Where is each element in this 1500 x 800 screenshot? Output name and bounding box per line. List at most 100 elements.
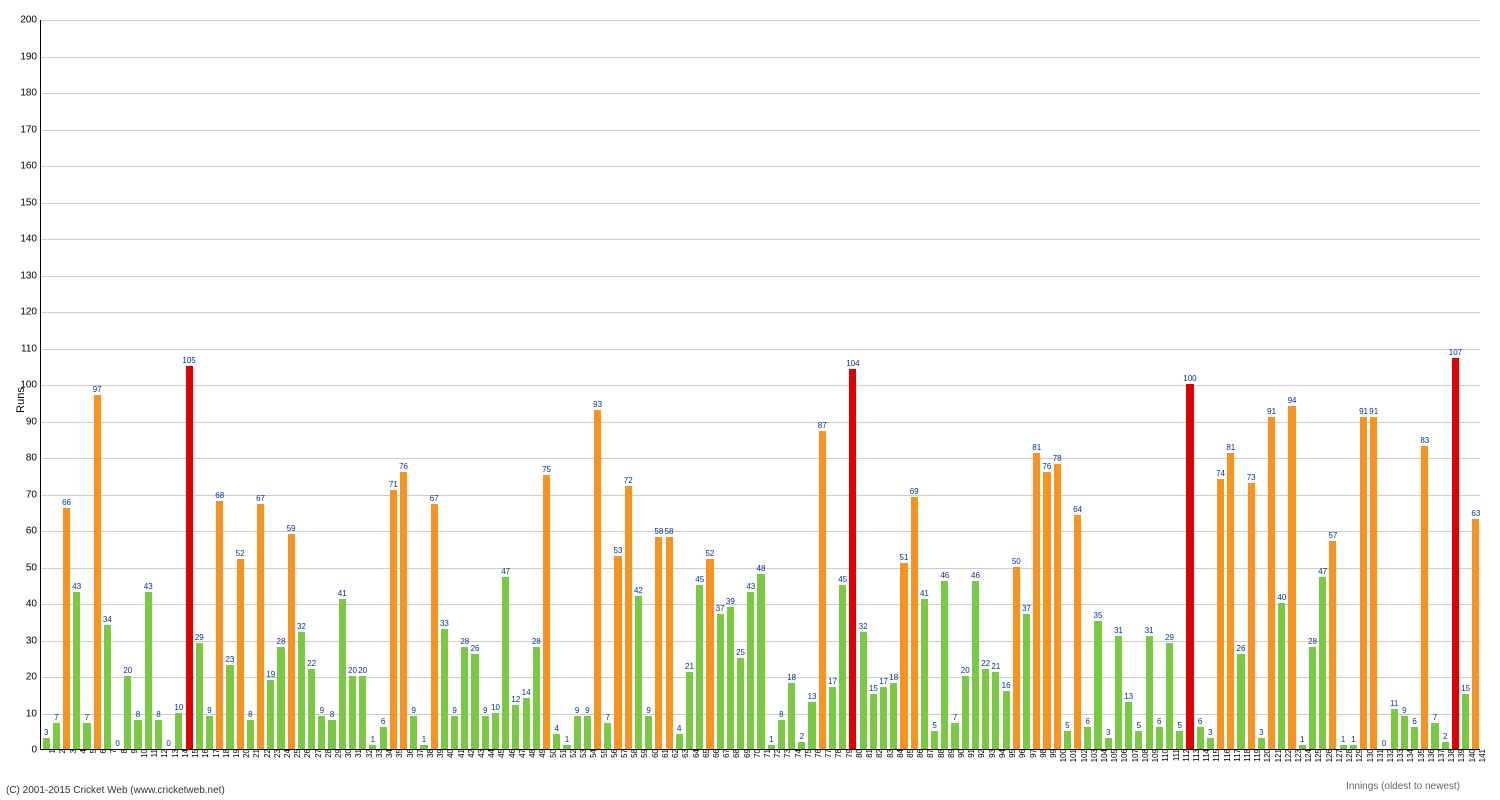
bar-value-label: 9 [320, 706, 324, 715]
x-tick-label: 141 [1476, 749, 1487, 762]
bar-value-label: 3 [1259, 728, 1263, 737]
bar-value-label: 21 [685, 662, 694, 671]
bar-value-label: 50 [1012, 557, 1021, 566]
bar: 50 [1013, 567, 1020, 750]
bar-value-label: 17 [879, 677, 888, 686]
bar-value-label: 83 [1420, 436, 1429, 445]
bar-value-label: 35 [1094, 611, 1103, 620]
bar-value-label: 71 [389, 480, 398, 489]
bar: 39 [727, 607, 734, 749]
y-tick-label: 150 [20, 197, 41, 208]
bar: 43 [747, 592, 754, 749]
x-tick-label: 101 [1067, 749, 1078, 762]
bar: 59 [288, 534, 295, 749]
y-tick-label: 10 [26, 708, 41, 719]
bar-value-label: 11 [1390, 699, 1398, 708]
bar-value-label: 7 [953, 713, 957, 722]
bar-value-label: 22 [981, 659, 990, 668]
bar-value-label: 72 [624, 476, 633, 485]
bar-value-label: 28 [532, 637, 541, 646]
bar: 69 [911, 497, 918, 749]
x-tick-label: 87 [924, 749, 935, 758]
gridline [41, 349, 1480, 350]
bar: 10 [492, 713, 499, 750]
bar-value-label: 5 [1137, 721, 1141, 730]
x-tick-label: 83 [884, 749, 895, 758]
bar: 37 [717, 614, 724, 749]
y-tick-label: 140 [20, 234, 41, 245]
bar: 23 [226, 665, 233, 749]
bar-value-label: 7 [1433, 713, 1437, 722]
bar: 6 [1084, 727, 1091, 749]
x-tick-label: 120 [1261, 749, 1272, 762]
x-tick-label: 60 [649, 749, 660, 758]
bar: 41 [339, 599, 346, 749]
bar-value-label: 81 [1226, 443, 1235, 452]
bar: 83 [1421, 446, 1428, 749]
bar-value-label: 47 [1318, 567, 1327, 576]
y-tick-label: 60 [26, 526, 41, 537]
bar: 2 [1442, 742, 1449, 749]
x-tick-label: 74 [792, 749, 803, 758]
bar-value-label: 26 [1237, 644, 1246, 653]
x-tick-label: 134 [1404, 749, 1415, 762]
bar: 20 [359, 676, 366, 749]
bar-value-label: 63 [1471, 509, 1480, 518]
bar: 28 [461, 647, 468, 749]
bar: 81 [1033, 453, 1040, 749]
bar: 47 [1319, 577, 1326, 749]
bar-value-label: 16 [1002, 681, 1011, 690]
bar-value-label: 39 [726, 597, 735, 606]
bar: 43 [145, 592, 152, 749]
bar: 7 [1431, 723, 1438, 749]
bar: 64 [1074, 515, 1081, 749]
bar-value-label: 3 [44, 728, 48, 737]
bar: 8 [247, 720, 254, 749]
bar-value-label: 59 [287, 524, 296, 533]
bar: 78 [1054, 464, 1061, 749]
x-tick-label: 135 [1415, 749, 1426, 762]
bar-value-label: 10 [174, 703, 183, 712]
bar: 9 [482, 716, 489, 749]
bar: 20 [962, 676, 969, 749]
bar-value-label: 29 [195, 633, 204, 642]
bar: 9 [206, 716, 213, 749]
bar-value-label: 5 [932, 721, 936, 730]
plot-area: 0102030405060708090100110120130140150160… [40, 20, 1480, 750]
bar: 4 [676, 734, 683, 749]
x-tick-label: 2 [56, 749, 67, 753]
bar-value-label: 94 [1288, 396, 1297, 405]
bar-value-label: 9 [575, 706, 579, 715]
y-tick-label: 170 [20, 124, 41, 135]
bar-value-label: 73 [1247, 473, 1256, 482]
bar-value-label: 9 [1402, 706, 1406, 715]
bar: 6 [1411, 727, 1418, 749]
bar: 29 [196, 643, 203, 749]
gridline [41, 458, 1480, 459]
bar: 5 [1064, 731, 1071, 749]
bar-value-label: 20 [358, 666, 367, 675]
bar-value-label: 42 [634, 586, 643, 595]
bar: 28 [277, 647, 284, 749]
bar-value-label: 87 [818, 421, 827, 430]
bar-value-label: 46 [971, 571, 980, 580]
bar: 37 [1023, 614, 1030, 749]
bar: 9 [574, 716, 581, 749]
bar: 20 [124, 676, 131, 749]
bar-value-label: 37 [1022, 604, 1031, 613]
y-tick-label: 120 [20, 307, 41, 318]
y-tick-label: 40 [26, 599, 41, 610]
x-tick-label: 96 [1016, 749, 1027, 758]
x-tick-label: 139 [1455, 749, 1466, 762]
bar: 22 [308, 669, 315, 749]
bar: 105 [186, 366, 193, 749]
bar: 17 [880, 687, 887, 749]
bar: 94 [1288, 406, 1295, 749]
bar: 2 [798, 742, 805, 749]
bar-value-label: 7 [54, 713, 58, 722]
x-tick-label: 97 [1027, 749, 1038, 758]
gridline [41, 203, 1480, 204]
y-axis-title: Runs [15, 387, 27, 413]
bar-value-label: 41 [920, 589, 929, 598]
bar: 7 [53, 723, 60, 749]
